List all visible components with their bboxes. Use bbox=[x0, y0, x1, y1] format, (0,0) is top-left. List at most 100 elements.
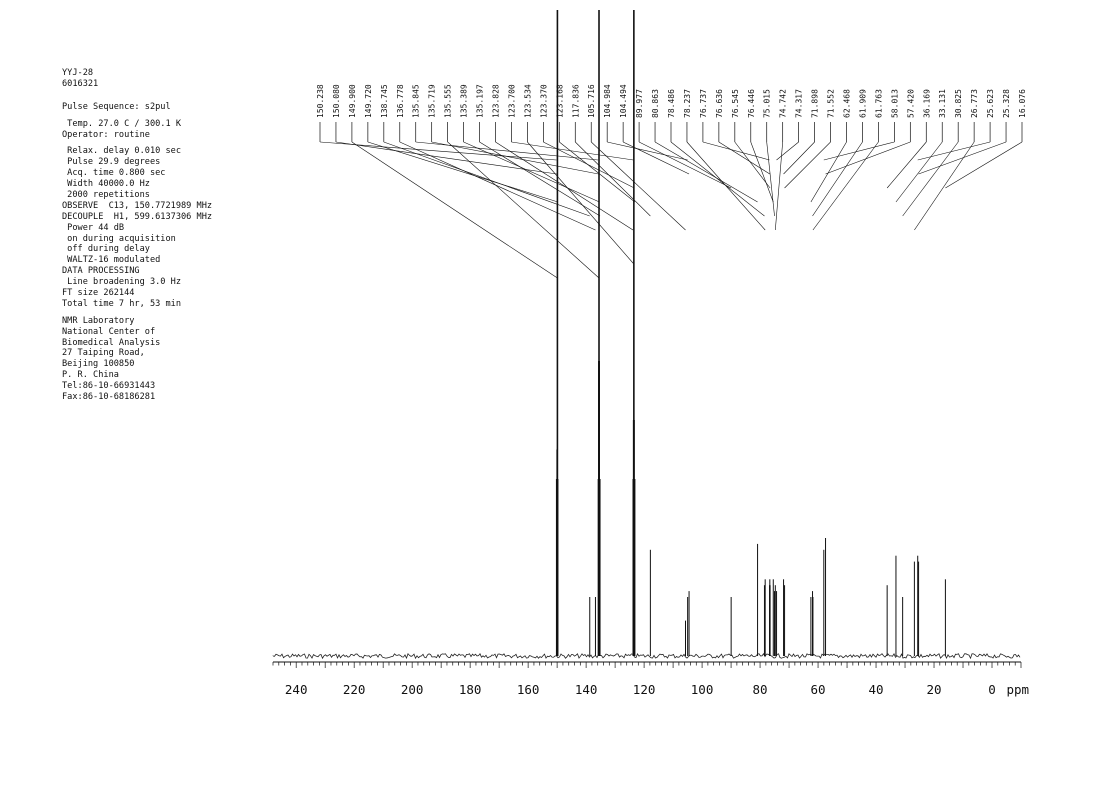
peak-label: 33.131 bbox=[938, 89, 947, 118]
meta-line: Power 44 dB bbox=[62, 222, 125, 233]
peak-label-connector bbox=[734, 141, 771, 189]
peak-label: 135.845 bbox=[412, 84, 421, 118]
meta-line: FT size 262144 bbox=[62, 288, 135, 299]
x-tick-label: 200 bbox=[401, 682, 424, 697]
sample-info: YYJ-28 6016321 bbox=[62, 68, 292, 90]
peak-label: 138.745 bbox=[380, 84, 389, 118]
peak-label-connector bbox=[823, 141, 895, 161]
peak-label-connector bbox=[559, 141, 636, 203]
peak-label: 104.494 bbox=[619, 84, 628, 118]
peak-label-connector bbox=[702, 141, 770, 161]
peak-label-connectors bbox=[319, 122, 1023, 279]
acquisition-settings: Relax. delay 0.010 sec Pulse 29.9 degree… bbox=[62, 146, 292, 309]
peak-label: 105.716 bbox=[587, 84, 596, 118]
peak-label: 123.534 bbox=[523, 84, 532, 118]
meta-line: OBSERVE C13, 150.7721989 MHz bbox=[62, 200, 213, 211]
peak-label-connector bbox=[902, 141, 959, 217]
peak-label: 123.370 bbox=[539, 84, 548, 118]
laboratory-address: NMR Laboratory National Center of Biomedic… bbox=[62, 316, 292, 403]
meta-line: Tel:86-10-66931443 bbox=[62, 381, 156, 392]
peak-label-connector bbox=[511, 141, 634, 161]
peak-label: 75.015 bbox=[763, 89, 772, 118]
peak-label: 104.984 bbox=[603, 84, 612, 118]
peak-label-connector bbox=[399, 141, 596, 231]
meta-line: Line broadening 3.0 Hz bbox=[62, 277, 181, 288]
meta-line: 27 Taiping Road, bbox=[62, 348, 145, 359]
peak-label-connector bbox=[825, 141, 911, 175]
x-tick-label: 20 bbox=[926, 682, 941, 697]
peak-label-connector bbox=[783, 141, 815, 175]
x-axis-tick-labels: 240 220 200 180 160 140 120 100 80 60 40 20 0 ppm bbox=[285, 682, 1029, 697]
meta-line: 2000 repetitions bbox=[62, 190, 150, 201]
meta-line: Biomedical Analysis bbox=[62, 337, 161, 348]
peak-label: 135.389 bbox=[460, 84, 469, 118]
peak-label-connector bbox=[886, 141, 927, 189]
meta-line: WALTZ-16 modulated bbox=[62, 255, 161, 266]
peak-label-connector bbox=[776, 141, 799, 161]
peak-label: 76.737 bbox=[699, 89, 708, 118]
peak-lines bbox=[555, 10, 946, 656]
peak-label-connector bbox=[543, 141, 635, 189]
temperature-operator-info: Temp. 27.0 C / 300.1 K Operator: routine bbox=[62, 119, 292, 141]
meta-line: P. R. China bbox=[62, 370, 119, 381]
peak-label: 78.237 bbox=[683, 89, 692, 118]
meta-line: NMR Laboratory bbox=[62, 315, 135, 326]
peak-label: 74.742 bbox=[779, 89, 788, 118]
peak-label: 25.328 bbox=[1002, 89, 1011, 118]
peak-label-connector bbox=[638, 141, 732, 189]
meta-line: YYJ-28 bbox=[62, 68, 94, 78]
peak-label: 61.909 bbox=[858, 89, 867, 118]
peak-label-connector bbox=[575, 141, 651, 217]
meta-line: Beijing 100850 bbox=[62, 359, 135, 370]
meta-line: Fax:86-10-68186281 bbox=[62, 392, 156, 403]
meta-line: Relax. delay 0.010 sec bbox=[62, 146, 181, 157]
peak-label: 123.828 bbox=[492, 84, 501, 118]
peak-label-connector bbox=[447, 141, 600, 279]
peak-label-connector bbox=[945, 141, 1023, 189]
peak-label: 16.076 bbox=[1018, 89, 1027, 118]
peak-label: 71.898 bbox=[811, 89, 820, 118]
peak-label-connector bbox=[895, 141, 943, 203]
peak-label-connector bbox=[351, 141, 558, 279]
meta-line: off during delay bbox=[62, 244, 150, 255]
peak-label-connector bbox=[918, 141, 1007, 175]
meta-line: Temp. 27.0 C / 300.1 K bbox=[62, 118, 181, 129]
peak-label-connector bbox=[367, 141, 559, 203]
peak-label-connector bbox=[917, 141, 991, 161]
peak-label-connector bbox=[670, 141, 765, 217]
peak-label: 149.720 bbox=[364, 84, 373, 118]
peak-label-connector bbox=[479, 141, 601, 217]
peak-label: 74.317 bbox=[795, 89, 804, 118]
meta-line: Acq. time 0.800 sec bbox=[62, 168, 166, 179]
meta-line: Operator: routine bbox=[62, 129, 150, 140]
peak-label: 76.636 bbox=[715, 89, 724, 118]
meta-line: Pulse 29.9 degrees bbox=[62, 157, 161, 168]
meta-line: Width 40000.0 Hz bbox=[62, 179, 150, 190]
peak-label-connector bbox=[623, 141, 690, 175]
meta-line: National Center of bbox=[62, 326, 156, 337]
baseline-trace bbox=[272, 652, 1021, 660]
x-tick-label: 240 bbox=[285, 682, 308, 697]
peak-label-connector bbox=[812, 141, 879, 231]
peak-label-connector bbox=[812, 141, 863, 217]
peak-label-connector bbox=[463, 141, 600, 203]
peak-label: 89.977 bbox=[635, 89, 644, 118]
meta-line: on during acquisition bbox=[62, 233, 176, 244]
peak-label-connector bbox=[319, 141, 557, 161]
x-tick-label: 120 bbox=[633, 682, 656, 697]
peak-label: 76.446 bbox=[747, 89, 756, 118]
peak-label: 36.169 bbox=[922, 89, 931, 118]
peak-label: 57.420 bbox=[906, 89, 915, 118]
meta-line: 6016321 bbox=[62, 78, 99, 89]
baseline-noise bbox=[272, 652, 1021, 660]
peak-label-connector bbox=[775, 141, 783, 231]
peak-label: 150.080 bbox=[332, 84, 341, 118]
peak-label: 78.486 bbox=[667, 89, 676, 118]
peak-labels: 150.238 150.080 149.900 149.720 138.745 136.7… bbox=[316, 84, 1027, 118]
x-tick-label: 140 bbox=[575, 682, 598, 697]
peak-label-connector bbox=[654, 141, 758, 203]
peak-label: 135.197 bbox=[476, 84, 485, 118]
meta-line: Total time 7 hr, 53 min bbox=[62, 298, 181, 309]
peak-label: 26.773 bbox=[970, 89, 979, 118]
